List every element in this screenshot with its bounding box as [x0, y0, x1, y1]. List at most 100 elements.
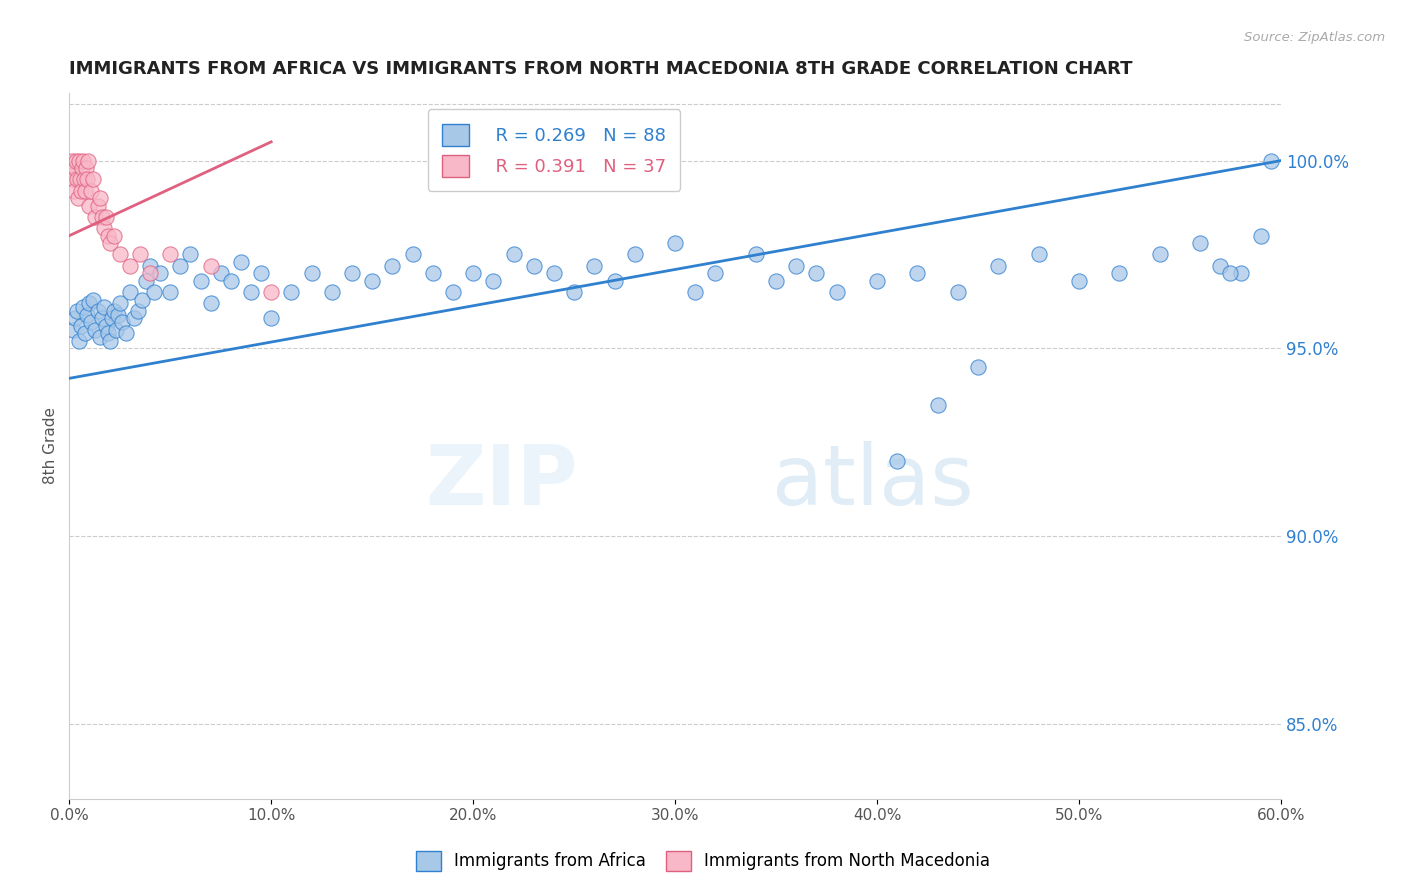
Point [118, 259, 141, 273]
Point [73, 172, 96, 186]
Y-axis label: 8th Grade: 8th Grade [44, 408, 58, 484]
Point [260, 311, 283, 326]
Point [84, 210, 107, 224]
Point [361, 274, 384, 288]
Point [139, 266, 162, 280]
Point [159, 285, 181, 299]
Point [103, 228, 125, 243]
Point [159, 247, 181, 261]
Point [179, 247, 201, 261]
Point [69, 172, 91, 186]
Point [866, 274, 889, 288]
Point [62, 322, 84, 336]
Point [103, 303, 125, 318]
Point [70, 318, 93, 333]
Point [441, 285, 464, 299]
Point [190, 274, 212, 288]
Point [75, 184, 97, 198]
Point [127, 303, 149, 318]
Point [72, 300, 94, 314]
Point [806, 266, 828, 280]
Point [122, 311, 145, 326]
Point [987, 259, 1010, 273]
Point [94, 210, 117, 224]
Point [825, 285, 848, 299]
Point [94, 318, 117, 333]
Text: Source: ZipAtlas.com: Source: ZipAtlas.com [1244, 31, 1385, 45]
Point [1229, 266, 1251, 280]
Point [946, 285, 969, 299]
Point [321, 285, 343, 299]
Point [502, 247, 524, 261]
Point [482, 274, 505, 288]
Point [664, 236, 686, 251]
Point [765, 274, 787, 288]
Point [80, 315, 103, 329]
Point [77, 153, 100, 168]
Point [1209, 259, 1232, 273]
Point [704, 266, 727, 280]
Point [82, 172, 104, 186]
Point [685, 285, 707, 299]
Point [67, 334, 90, 348]
Point [89, 191, 111, 205]
Point [118, 285, 141, 299]
Point [72, 153, 94, 168]
Point [90, 210, 112, 224]
Point [76, 172, 98, 186]
Point [280, 285, 302, 299]
Point [401, 247, 423, 261]
Point [111, 315, 134, 329]
Point [97, 228, 120, 243]
Point [62, 172, 84, 186]
Point [97, 326, 120, 341]
Point [66, 303, 89, 318]
Point [104, 322, 127, 336]
Point [623, 247, 645, 261]
Point [70, 184, 93, 198]
Point [79, 199, 101, 213]
Point [967, 360, 990, 375]
Point [79, 296, 101, 310]
Point [219, 274, 242, 288]
Point [63, 184, 86, 198]
Point [100, 311, 122, 326]
Point [86, 303, 108, 318]
Point [86, 199, 108, 213]
Point [1260, 153, 1282, 168]
Point [523, 259, 546, 273]
Point [1108, 266, 1130, 280]
Point [463, 266, 485, 280]
Point [927, 398, 949, 412]
Point [90, 311, 112, 326]
Point [583, 259, 606, 273]
Point [886, 454, 908, 468]
Point [745, 247, 768, 261]
Point [603, 274, 626, 288]
Point [65, 153, 87, 168]
Point [89, 330, 111, 344]
Point [108, 296, 131, 310]
Point [240, 285, 263, 299]
Text: atlas: atlas [772, 441, 974, 522]
Point [108, 247, 131, 261]
Point [340, 266, 363, 280]
Point [76, 308, 98, 322]
Point [562, 285, 585, 299]
Point [129, 247, 152, 261]
Point [200, 259, 222, 273]
Point [785, 259, 807, 273]
Point [1219, 266, 1241, 280]
Point [543, 266, 565, 280]
Point [84, 322, 107, 336]
Point [80, 184, 103, 198]
Point [107, 308, 129, 322]
Point [114, 326, 136, 341]
Point [93, 300, 115, 314]
Point [98, 334, 121, 348]
Point [65, 161, 87, 175]
Point [93, 221, 115, 235]
Point [67, 191, 90, 205]
Point [1149, 247, 1171, 261]
Point [98, 236, 121, 251]
